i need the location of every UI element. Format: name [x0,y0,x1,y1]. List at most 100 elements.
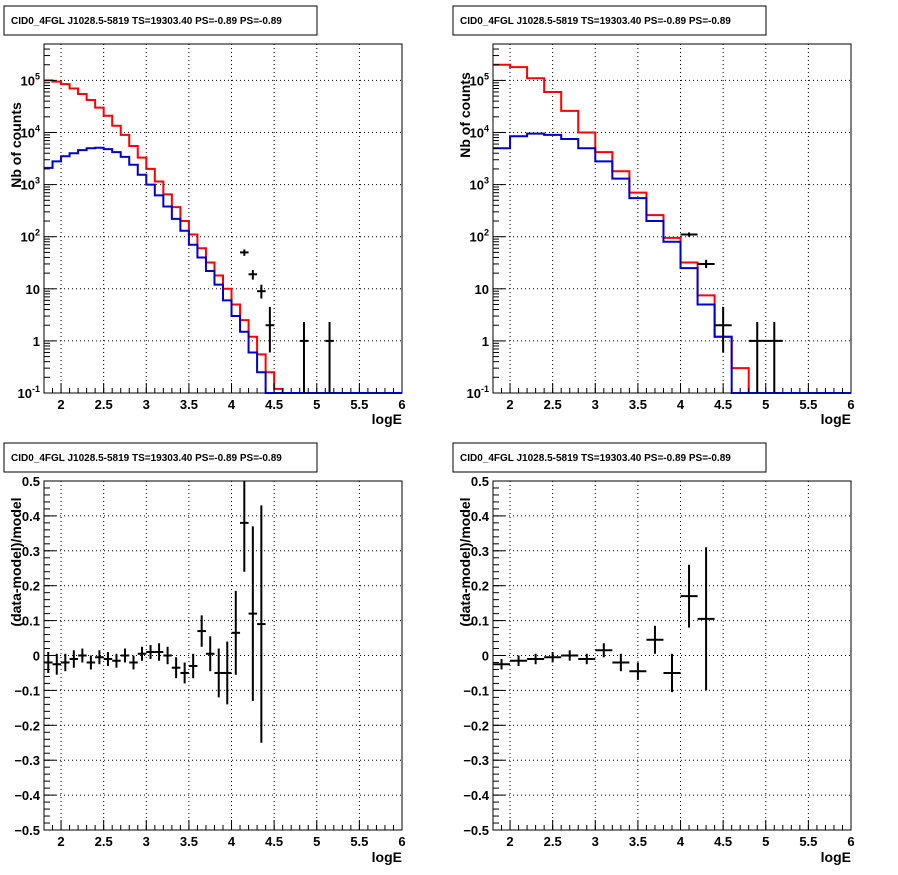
y-axis-ticks: −0.5 −0.4 −0.3 −0.2 −0.1 0 0.1 0.2 0.3 0.4 0.5 [14,474,56,838]
y-tick-label: 0.1 [22,614,40,629]
x-tick-label: 3 [143,397,150,412]
y-tick-label: −0.5 [463,823,489,838]
data-point [214,648,223,698]
x-tick-label: 3.5 [180,834,198,849]
x-tick-label: 4.5 [265,397,283,412]
x-tick-label: 2 [506,397,513,412]
x-tick-label: 2.5 [95,397,113,412]
y-tick-label: 0.2 [22,579,40,594]
data-point [163,646,172,665]
y-tick-label: −0.3 [463,753,489,768]
x-tick-label: 2.5 [544,397,562,412]
y-tick-label: 0.2 [471,579,489,594]
data-point [325,322,334,393]
title-box [3,5,318,36]
y-axis-ticks: −0.5 −0.4 −0.3 −0.2 −0.1 0 0.1 0.2 0.3 0.4 0.5 [463,474,505,838]
y-tick-label: 103 [470,176,489,193]
x-tick-label: 5.5 [350,397,368,412]
panel-title: CID0_4FGL J1028.5-5819 TS=19303.40 PS=-0… [460,453,731,464]
x-tick-label: 2.5 [95,834,113,849]
data-point [137,646,147,661]
series-line-model-source [493,132,851,394]
y-tick-label: 0.3 [471,544,489,559]
grid-lines [493,44,851,394]
y-tick-label: 1 [33,334,40,349]
y-tick-label: 102 [21,228,40,245]
y-tick-label: 10-1 [18,384,40,401]
data-point [697,259,715,269]
data-point [299,322,309,393]
y-tick-label: −0.1 [14,683,40,698]
data-point [69,650,79,668]
data-point [231,590,241,675]
data-points-layer [44,481,266,743]
x-tick-label: 3 [143,834,150,849]
y-tick-label: 0.5 [471,474,489,489]
x-tick-label: 4 [228,397,236,412]
x-tick-label: 5 [762,397,769,412]
data-point [154,643,164,661]
data-point [86,655,96,670]
title-box [452,5,767,36]
data-points-layer [680,232,783,393]
data-point [95,650,104,665]
x-tick-label: 4 [228,834,236,849]
y-tick-label: −0.2 [463,718,489,733]
panel-title: CID0_4FGL J1028.5-5819 TS=19303.40 PS=-0… [11,16,282,27]
y-tick-label: −0.5 [14,823,40,838]
x-tick-label: 6 [398,834,405,849]
y-tick-label: 0 [33,649,40,664]
data-points-layer [493,547,715,693]
data-point [493,658,511,670]
x-tick-label: 3 [592,834,599,849]
panel-bottom-right-residuals: CID0_4FGL J1028.5-5819 TS=19303.40 PS=-0… [452,442,855,865]
data-point [188,653,198,679]
data-point [205,636,215,672]
panel-title: CID0_4FGL J1028.5-5819 TS=19303.40 PS=-0… [11,453,282,464]
y-tick-label: 10 [26,282,40,297]
x-tick-label: 4 [677,834,685,849]
x-axis-label: logE [372,411,402,427]
data-point [680,564,698,628]
data-point [510,655,528,666]
grid-lines [44,481,402,830]
y-tick-label: 0 [482,649,489,664]
x-tick-label: 5 [313,834,320,849]
y-tick-label: −0.1 [463,683,489,698]
data-point [257,505,266,743]
y-tick-label: 105 [21,71,40,88]
y-axis-label: (data-model)/model [457,497,473,626]
x-tick-label: 5.5 [799,397,817,412]
y-tick-label: 0.4 [22,509,41,524]
data-point [248,269,258,280]
data-point [714,306,732,353]
y-tick-label: 104 [470,124,489,141]
y-tick-label: −0.4 [463,788,489,803]
y-tick-label: 0.5 [22,474,40,489]
series-line-model-total [493,63,851,394]
x-tick-label: 2.5 [544,834,562,849]
data-point [120,648,130,663]
x-tick-label: 3.5 [629,397,647,412]
data-point [527,653,545,665]
data-point [52,653,62,675]
y-axis-ticks: 10-1 1 10 102 103 104 105 [467,43,505,401]
x-tick-label: 5 [762,834,769,849]
data-point [103,652,113,666]
y-axis-label: Nb of counts [8,102,24,188]
data-point [197,615,206,647]
data-points-layer [240,249,334,393]
data-point [112,653,121,668]
data-point [680,232,698,237]
data-point [561,650,579,661]
y-axis-label: (data-model)/model [8,497,24,626]
data-point [629,662,647,680]
x-axis-ticks: 2 2.5 3 3.5 4 4.5 5 5.5 6 [43,820,406,849]
x-tick-label: 4.5 [265,834,283,849]
data-point [78,648,87,663]
x-tick-label: 6 [847,397,854,412]
x-tick-label: 6 [398,397,405,412]
series-layer [493,63,851,394]
y-tick-label: 103 [21,176,40,193]
panel-top-left-counts: CID0_4FGL J1028.5-5819 TS=19303.40 PS=-0… [3,5,406,427]
